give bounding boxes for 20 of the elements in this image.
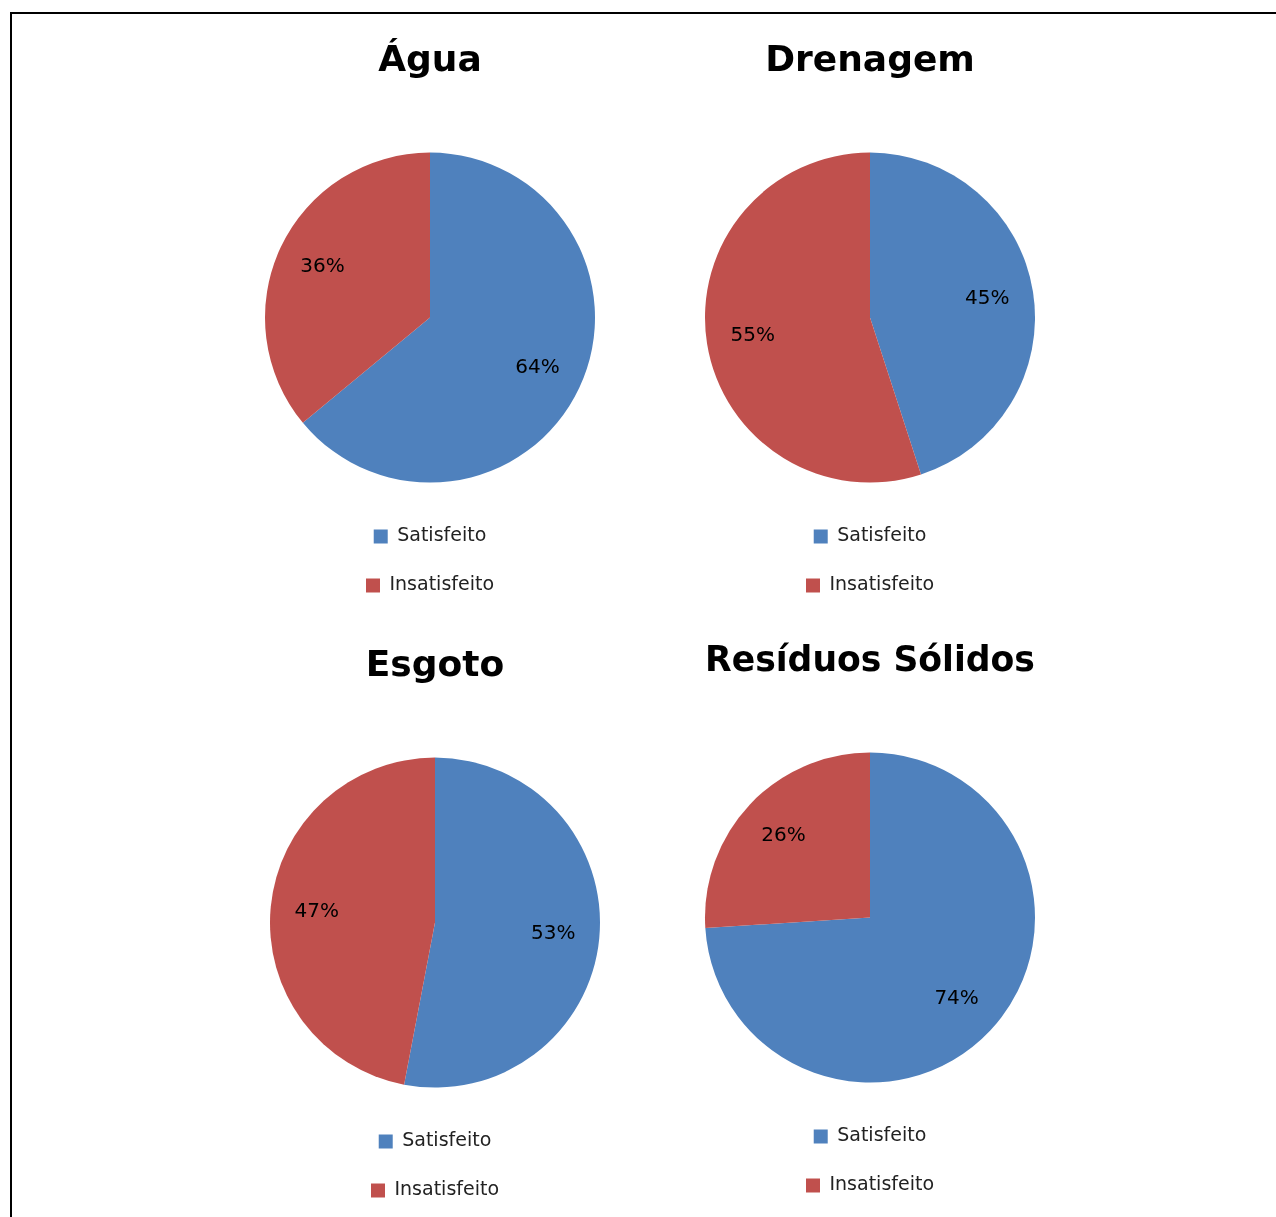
chart-title: Drenagem <box>765 37 975 79</box>
legend-label: Insatisfeito <box>394 1177 500 1200</box>
data-label: 26% <box>761 822 806 847</box>
data-label: 36% <box>300 253 345 278</box>
data-label: 64% <box>515 354 560 379</box>
data-label: 47% <box>294 897 339 922</box>
data-label: 53% <box>531 919 576 944</box>
legend-label: Satisfeito <box>837 523 927 546</box>
legend-label: Satisfeito <box>397 523 487 546</box>
legend-label: Satisfeito <box>837 1123 927 1146</box>
legend-label: Insatisfeito <box>829 572 935 595</box>
chart-title: Esgoto <box>365 642 505 684</box>
legend-label: Satisfeito <box>402 1128 492 1151</box>
data-label: 74% <box>934 985 979 1010</box>
legend-label: Insatisfeito <box>389 572 495 595</box>
chart-title: Água <box>378 37 482 79</box>
data-label: 45% <box>965 285 1010 310</box>
data-label: 55% <box>730 322 775 347</box>
chart-title: Resíduos Sólidos <box>705 637 1035 680</box>
legend-label: Insatisfeito <box>829 1172 935 1195</box>
